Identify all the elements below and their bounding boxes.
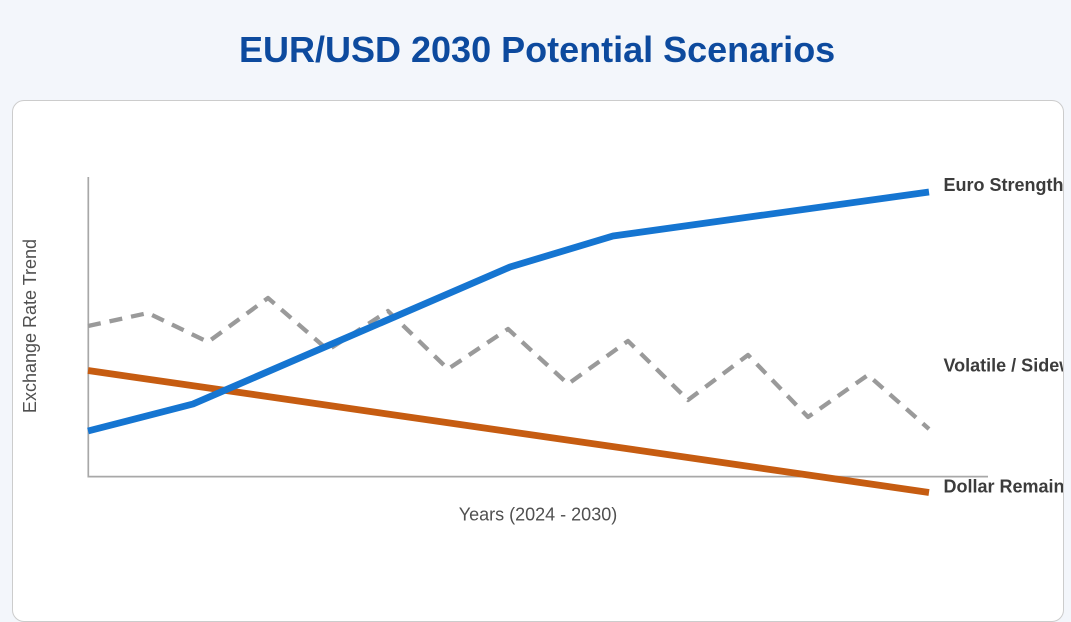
svg-text:Euro Strengthens: Euro Strengthens [944, 175, 1064, 195]
svg-text:Volatile / Sideways: Volatile / Sideways [944, 356, 1064, 376]
svg-text:Years (2024 - 2030): Years (2024 - 2030) [459, 505, 617, 525]
svg-text:Exchange Rate Trend: Exchange Rate Trend [20, 239, 40, 413]
svg-text:Dollar Remains Strong: Dollar Remains Strong [944, 477, 1064, 497]
